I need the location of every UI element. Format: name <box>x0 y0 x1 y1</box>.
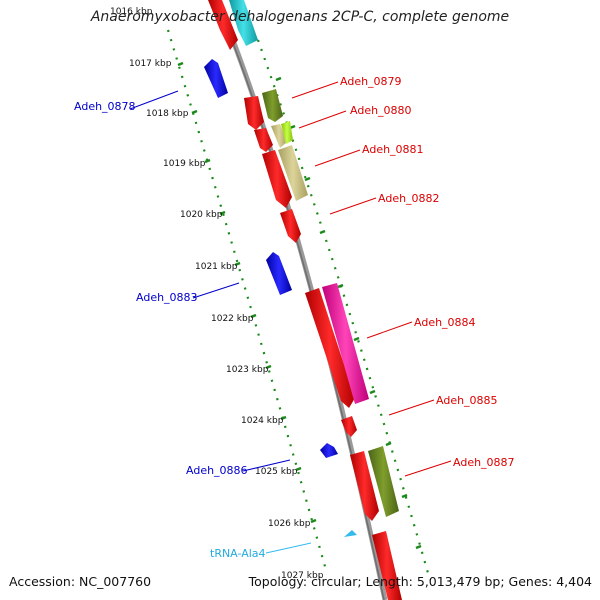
accession-label: Accession: NC_007760 <box>9 574 152 589</box>
gene-adeh-0880[interactable] <box>254 128 273 152</box>
gene-adeh-0882[interactable] <box>280 209 301 243</box>
kbp-label: 1020 kbp <box>180 210 223 220</box>
kbp-label: 1022 kbp <box>211 314 254 324</box>
gene-cds[interactable] <box>229 0 258 46</box>
label-adeh-0882[interactable]: Adeh_0882 <box>378 192 440 205</box>
label-adeh-0879[interactable]: Adeh_0879 <box>340 75 402 88</box>
map-title: Anaeromyxobacter dehalogenans 2CP-C, com… <box>90 9 510 25</box>
kbp-label: 1018 kbp <box>146 109 189 119</box>
gene-adeh-0879[interactable] <box>244 96 264 130</box>
label-adeh-0883[interactable]: Adeh_0883 <box>136 291 198 304</box>
gene-label-group: Adeh_0879 Adeh_0880 Adeh_0881 Adeh_0882 … <box>74 75 515 560</box>
trna-ala4[interactable] <box>344 530 357 537</box>
gene-adeh-0886[interactable] <box>320 443 338 458</box>
gene-adeh-0881[interactable] <box>262 150 292 208</box>
label-adeh-0880[interactable]: Adeh_0880 <box>350 104 412 117</box>
gene-adeh-0884[interactable] <box>305 288 355 408</box>
gene-adeh-0884-pink[interactable] <box>322 283 369 404</box>
outer-tick-track <box>256 39 432 581</box>
kbp-label-group: 1016 kbp 1017 kbp 1018 kbp 1019 kbp 1020… <box>110 7 324 581</box>
outer-major-ticks <box>275 76 422 550</box>
gene-adeh-0883[interactable] <box>266 252 292 295</box>
gene-adeh-0887-olive[interactable] <box>368 446 399 517</box>
label-trna-ala4[interactable]: tRNA-Ala4 <box>210 547 266 560</box>
label-adeh-0878[interactable]: Adeh_0878 <box>74 100 136 113</box>
gene-cds[interactable] <box>208 0 238 50</box>
gene-cds[interactable] <box>372 531 402 600</box>
genome-backbone <box>214 0 388 600</box>
kbp-label: 1023 kbp <box>226 365 269 375</box>
gene-adeh-0881-khaki[interactable] <box>278 145 308 201</box>
kbp-label: 1019 kbp <box>163 159 206 169</box>
label-adeh-0884[interactable]: Adeh_0884 <box>414 316 476 329</box>
reverse-features <box>204 59 357 537</box>
kbp-label: 1026 kbp <box>268 519 311 529</box>
genome-backbone-highlight <box>215 0 385 600</box>
kbp-label: 1025 kbp <box>255 467 298 477</box>
gene-adeh-0880-khaki[interactable] <box>271 124 287 148</box>
gene-adeh-0878[interactable] <box>204 59 228 98</box>
kbp-label: 1027 kbp <box>281 571 324 581</box>
trna-leader <box>265 542 312 554</box>
kbp-label: 1016 kbp <box>110 7 153 17</box>
kbp-label: 1017 kbp <box>129 59 172 69</box>
forward-features <box>208 0 402 600</box>
gene-adeh-0885[interactable] <box>341 416 357 437</box>
label-adeh-0887[interactable]: Adeh_0887 <box>453 456 515 469</box>
kbp-label: 1024 kbp <box>241 416 284 426</box>
label-adeh-0881[interactable]: Adeh_0881 <box>362 143 424 156</box>
label-adeh-0886[interactable]: Adeh_0886 <box>186 464 248 477</box>
gene-adeh-0879-olive[interactable] <box>262 89 283 122</box>
gene-adeh-0887[interactable] <box>350 451 379 521</box>
label-leaders-left <box>129 90 291 472</box>
inner-tick-track <box>166 29 328 571</box>
kbp-label: 1021 kbp <box>195 262 238 272</box>
label-leaders-right <box>291 81 452 477</box>
gene-adeh-0880-lime[interactable] <box>281 121 293 144</box>
label-adeh-0885[interactable]: Adeh_0885 <box>436 394 498 407</box>
genome-summary: Topology: circular; Length: 5,013,479 bp… <box>248 574 592 589</box>
inner-major-ticks <box>177 61 317 524</box>
